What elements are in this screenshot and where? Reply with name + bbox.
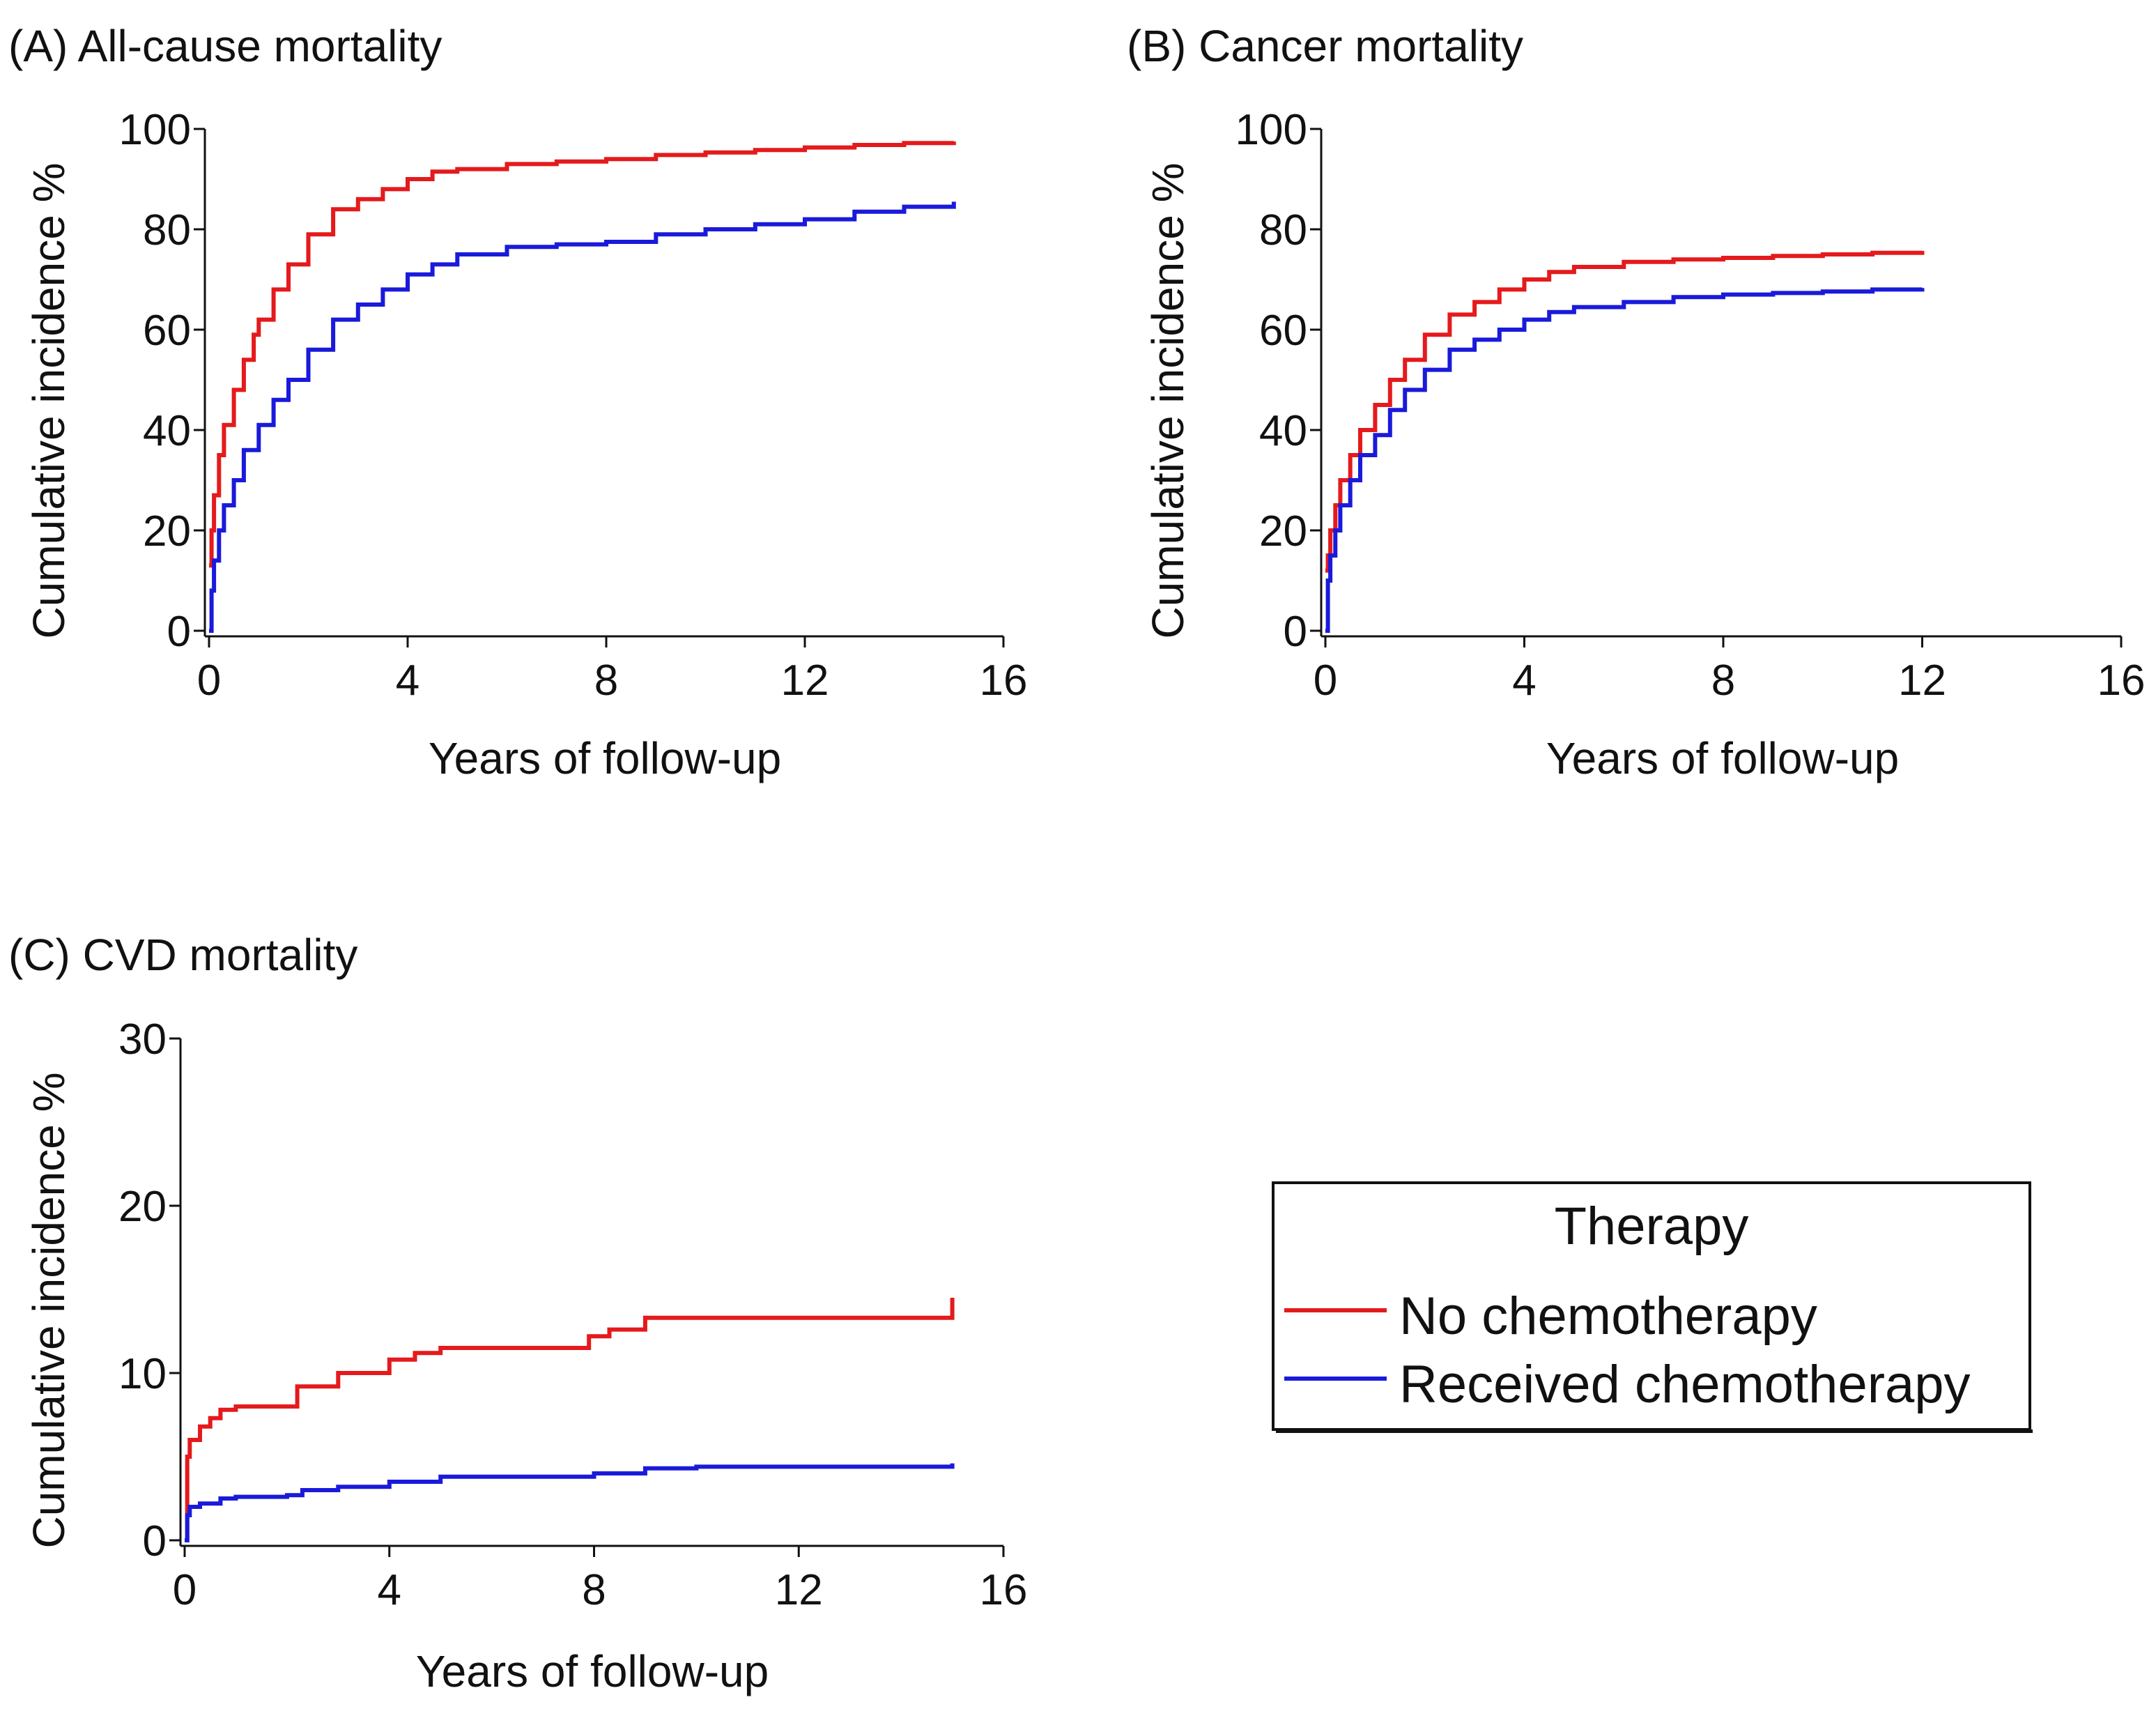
y-tick-label: 40 bbox=[1259, 407, 1307, 455]
x-axis-label: Years of follow-up bbox=[429, 733, 781, 783]
x-tick-label: 4 bbox=[1512, 657, 1536, 705]
x-tick-label: 12 bbox=[775, 1566, 823, 1614]
x-tick-label: 4 bbox=[396, 657, 419, 705]
x-tick-label: 0 bbox=[1314, 657, 1337, 705]
y-tick-label: 40 bbox=[143, 407, 191, 455]
axis-ticks: 0 4 8 12 16 0 20 40 60 80 100 bbox=[1235, 106, 2146, 705]
series-line-chemo bbox=[1325, 287, 1925, 633]
x-tick-label: 16 bbox=[980, 1566, 1028, 1614]
series-line-no-chemo bbox=[185, 1298, 955, 1542]
x-axis-label: Years of follow-up bbox=[1546, 733, 1899, 783]
series-line-chemo bbox=[209, 201, 956, 633]
y-axis-label: Cumulative incidence % bbox=[24, 1073, 74, 1549]
legend-label-no-chemotherapy: No chemotherapy bbox=[1399, 1287, 1817, 1346]
series-group bbox=[209, 141, 956, 633]
legend-shadow bbox=[1276, 1429, 2033, 1433]
series-group bbox=[1325, 250, 1925, 633]
y-tick-label: 0 bbox=[143, 1517, 167, 1565]
y-tick-label: 20 bbox=[1259, 507, 1307, 555]
x-tick-label: 0 bbox=[197, 657, 221, 705]
series-line-chemo bbox=[185, 1463, 955, 1542]
y-axis-label: Cumulative incidence % bbox=[1143, 163, 1193, 639]
y-tick-label: 100 bbox=[119, 106, 191, 154]
y-tick-label: 20 bbox=[143, 507, 191, 555]
y-tick-label: 60 bbox=[1259, 307, 1307, 355]
x-tick-label: 12 bbox=[781, 657, 829, 705]
panel-title: (C) CVD mortality bbox=[8, 930, 357, 980]
x-tick-label: 8 bbox=[1711, 657, 1735, 705]
x-tick-label: 12 bbox=[1898, 657, 1946, 705]
y-axis-label: Cumulative incidence % bbox=[24, 163, 74, 639]
y-tick-label: 80 bbox=[143, 206, 191, 254]
y-tick-label: 0 bbox=[1284, 608, 1307, 656]
y-tick-label: 20 bbox=[118, 1183, 167, 1231]
series-group bbox=[185, 1298, 955, 1542]
panel-cancer-mortality: (B) Cancer mortality Cumulative incidenc… bbox=[1127, 21, 2145, 783]
panel-title: (B) Cancer mortality bbox=[1127, 21, 1523, 71]
axis-ticks: 0 4 8 12 16 0 20 40 60 80 100 bbox=[119, 106, 1028, 705]
panel-cvd-mortality: (C) CVD mortality Cumulative incidence %… bbox=[8, 930, 1027, 1696]
x-tick-label: 8 bbox=[594, 657, 618, 705]
panel-all-cause-mortality: (A) All-cause mortality Cumulative incid… bbox=[8, 21, 1027, 783]
x-tick-label: 0 bbox=[173, 1566, 197, 1614]
series-line-no-chemo bbox=[209, 141, 956, 568]
x-tick-label: 8 bbox=[582, 1566, 606, 1614]
series-line-no-chemo bbox=[1325, 250, 1925, 573]
x-tick-label: 16 bbox=[2097, 657, 2146, 705]
legend-title: Therapy bbox=[1555, 1197, 1749, 1256]
x-axis-label: Years of follow-up bbox=[416, 1646, 769, 1696]
legend-label-received-chemotherapy: Received chemotherapy bbox=[1399, 1355, 1971, 1414]
y-tick-label: 0 bbox=[167, 608, 191, 656]
panel-title: (A) All-cause mortality bbox=[8, 21, 442, 71]
y-tick-label: 30 bbox=[118, 1015, 167, 1064]
y-tick-label: 10 bbox=[118, 1350, 167, 1398]
legend-box bbox=[1272, 1181, 2031, 1431]
legend: Therapy No chemotherapy Received chemoth… bbox=[1272, 1181, 2033, 1433]
x-tick-label: 4 bbox=[378, 1566, 401, 1614]
y-tick-label: 60 bbox=[143, 307, 191, 355]
x-tick-label: 16 bbox=[980, 657, 1028, 705]
axis-ticks: 0 4 8 12 16 0 10 20 30 bbox=[118, 1015, 1027, 1614]
y-tick-label: 80 bbox=[1259, 206, 1307, 254]
y-tick-label: 100 bbox=[1235, 106, 1307, 154]
